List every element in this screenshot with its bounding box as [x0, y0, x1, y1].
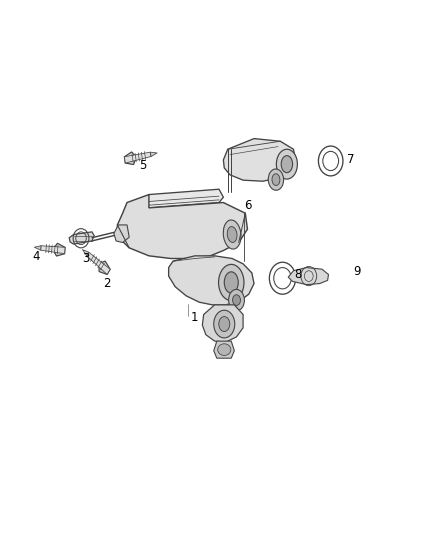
Polygon shape: [82, 249, 89, 256]
Polygon shape: [124, 152, 151, 163]
Ellipse shape: [281, 156, 293, 173]
Polygon shape: [124, 152, 137, 165]
Ellipse shape: [219, 317, 230, 332]
Polygon shape: [53, 243, 65, 256]
Polygon shape: [150, 152, 157, 157]
Text: 2: 2: [103, 277, 111, 290]
Text: 7: 7: [346, 154, 354, 166]
Text: 3: 3: [82, 252, 89, 265]
Ellipse shape: [229, 289, 244, 311]
Text: 5: 5: [139, 159, 146, 172]
Ellipse shape: [268, 169, 284, 190]
Ellipse shape: [233, 295, 240, 305]
Ellipse shape: [272, 174, 280, 185]
Ellipse shape: [276, 149, 297, 179]
Ellipse shape: [219, 264, 244, 301]
Ellipse shape: [227, 227, 237, 243]
Ellipse shape: [223, 220, 241, 249]
Text: 9: 9: [353, 265, 361, 278]
Polygon shape: [34, 246, 41, 250]
Polygon shape: [69, 232, 94, 244]
Ellipse shape: [224, 272, 238, 293]
Polygon shape: [145, 189, 223, 208]
Polygon shape: [114, 225, 129, 243]
Text: 8: 8: [294, 268, 301, 281]
Ellipse shape: [214, 310, 235, 338]
Polygon shape: [41, 246, 65, 254]
Polygon shape: [169, 256, 254, 305]
Polygon shape: [99, 261, 110, 274]
Polygon shape: [288, 268, 328, 285]
Polygon shape: [214, 341, 234, 358]
Polygon shape: [202, 305, 243, 342]
Polygon shape: [117, 195, 247, 259]
Polygon shape: [223, 139, 296, 181]
Text: 6: 6: [244, 199, 251, 212]
Text: 1: 1: [191, 311, 199, 324]
Ellipse shape: [218, 344, 231, 356]
Text: 4: 4: [32, 251, 40, 263]
Polygon shape: [87, 252, 110, 274]
